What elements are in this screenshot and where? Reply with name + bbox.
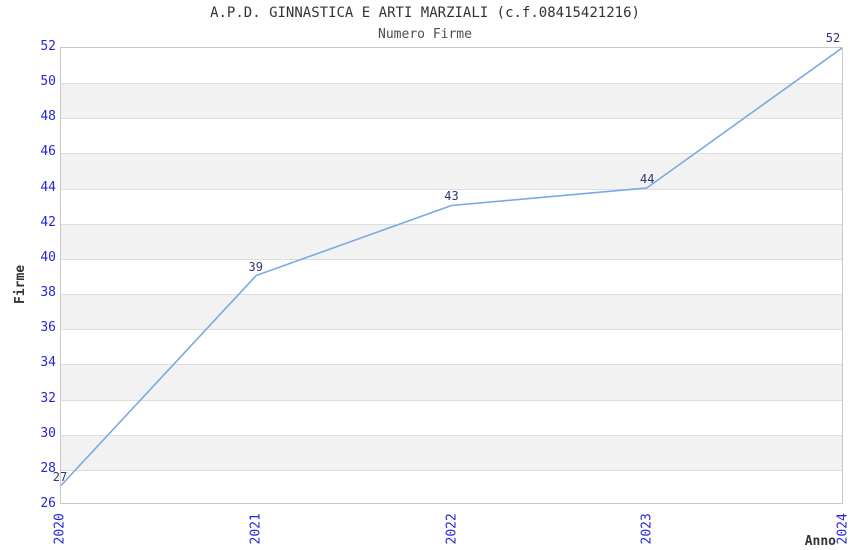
gridline (61, 294, 842, 296)
gridline (61, 223, 842, 225)
x-tick-label: 2021 (248, 512, 264, 544)
chart-title: A.P.D. GINNASTICA E ARTI MARZIALI (c.f.0… (210, 5, 640, 21)
series-line-svg (61, 48, 842, 487)
y-tick-label: 38 (40, 285, 56, 301)
gridline (61, 188, 842, 190)
gridline (61, 434, 842, 436)
grid-band (61, 364, 842, 400)
grid-band (61, 83, 842, 119)
y-tick-label: 36 (40, 320, 56, 336)
gridline (61, 83, 842, 85)
gridline (61, 329, 842, 331)
grid-band (61, 153, 842, 189)
data-label: 43 (444, 189, 459, 204)
y-tick-label: 30 (40, 425, 56, 441)
data-label: 44 (640, 171, 655, 186)
y-tick-label: 34 (40, 355, 56, 371)
grid-band (61, 434, 842, 470)
y-tick-label: 28 (40, 460, 56, 476)
x-tick-label: 2024 (835, 512, 850, 544)
x-tick-label: 2020 (52, 512, 68, 544)
plot-area (60, 47, 843, 504)
gridline (61, 399, 842, 401)
y-tick-label: 52 (40, 39, 56, 54)
y-tick-label: 42 (40, 214, 56, 230)
y-tick-label: 48 (40, 109, 56, 125)
x-tick-label: 2022 (444, 512, 459, 544)
y-tick-label: 26 (40, 496, 56, 511)
gridline (61, 153, 842, 155)
y-tick-label: 44 (40, 179, 56, 195)
data-label: 52 (825, 31, 841, 45)
chart-subtitle: Numero Firme (378, 27, 472, 42)
gridline (61, 258, 842, 260)
data-label: 39 (248, 259, 263, 274)
y-tick-label: 50 (40, 74, 56, 90)
x-axis-title: Anno (804, 534, 836, 549)
grid-band (61, 294, 842, 330)
data-label: 27 (52, 470, 68, 485)
y-tick-label: 32 (40, 390, 56, 406)
y-tick-label: 40 (40, 249, 56, 265)
gridline (61, 118, 842, 120)
y-tick-label: 46 (40, 144, 56, 160)
gridline (61, 469, 842, 471)
grid-band (61, 223, 842, 259)
series-line (61, 48, 842, 487)
gridline (61, 364, 842, 366)
x-tick-label: 2023 (639, 512, 655, 544)
